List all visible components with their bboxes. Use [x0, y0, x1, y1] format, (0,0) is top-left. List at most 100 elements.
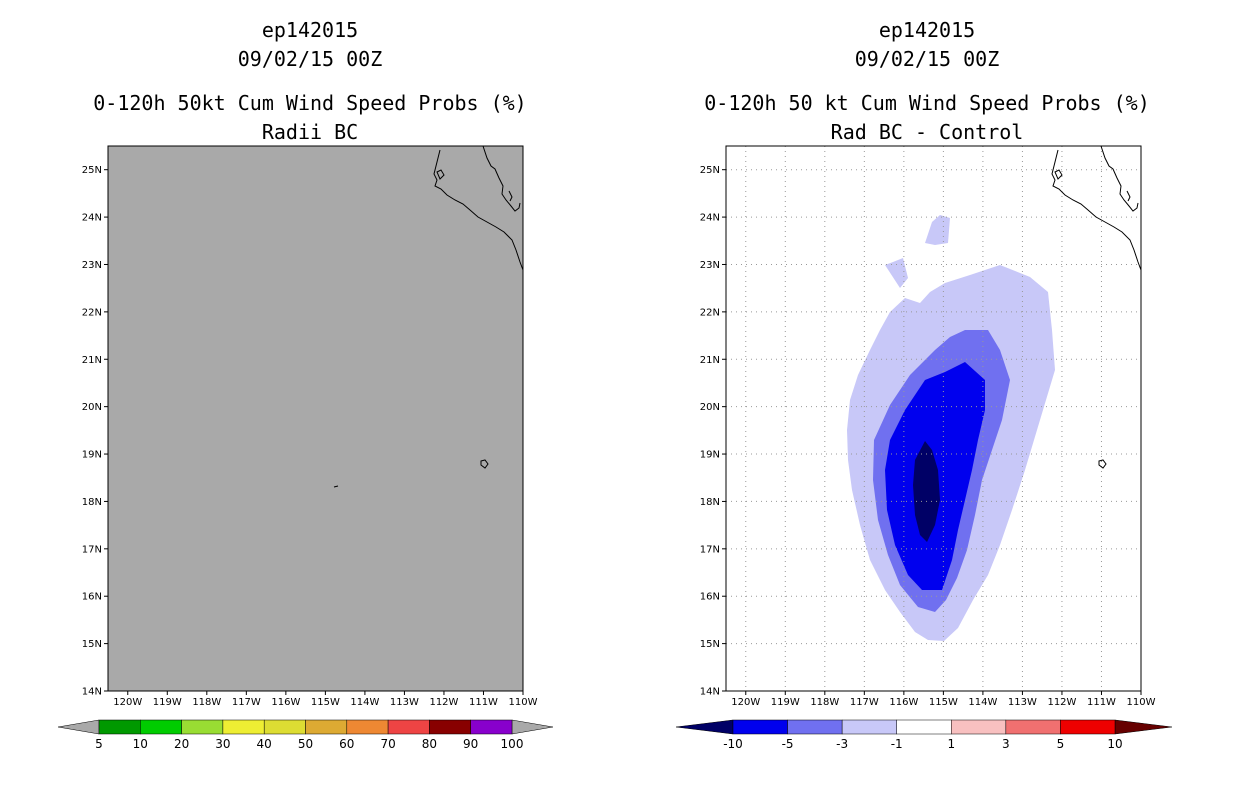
colorbar-label: 100 [501, 737, 524, 751]
right-lon-axis: 120W 119W 118W 117W 116W 115W 114W 113W 112W 111W… [731, 691, 1156, 708]
lat-tick-label: 16N [700, 592, 720, 603]
lat-tick-label: 17N [82, 544, 102, 555]
lon-tick-label: 115W [929, 697, 958, 708]
right-plot-frame [725, 145, 1142, 692]
lat-tick-label: 15N [700, 639, 720, 650]
left-subtitle: Radii BC [261, 120, 359, 144]
contour-level-2 [873, 330, 1010, 612]
left-coastline [333, 145, 524, 488]
lon-tick-label: 114W [968, 697, 997, 708]
colorbar-label: 5 [1057, 737, 1065, 751]
colorbar-swatch [951, 719, 1007, 735]
left-title: 0-120h 50kt Cum Wind Speed Probs (%) [93, 91, 527, 115]
lon-tick-label: 112W [429, 697, 458, 708]
colorbar-label: 50 [298, 737, 313, 751]
contour-level-1-island-b [885, 258, 908, 288]
lon-tick-label: 119W [153, 697, 182, 708]
colorbar-label: 80 [422, 737, 437, 751]
colorbar-swatch [1005, 719, 1061, 735]
left-storm-id: ep142015 [261, 18, 359, 42]
contour-level-1 [847, 265, 1055, 641]
colorbar-label: -3 [836, 737, 848, 751]
right-datetime: 09/02/15 00Z [854, 47, 1000, 71]
right-title: 0-120h 50 kt Cum Wind Speed Probs (%) [704, 91, 1150, 115]
colorbar-label: 60 [339, 737, 354, 751]
left-lat-axis: 14N 15N 16N 17N 18N 19N 20N 21N 22N 23N 24N 25N [82, 165, 108, 698]
colorbar-arrow-high [511, 719, 554, 735]
lon-tick-label: 115W [311, 697, 340, 708]
right-gridlines [726, 146, 1141, 691]
colorbar-label: 5 [95, 737, 103, 751]
right-contour-fields [847, 215, 1055, 641]
colorbar-swatch [387, 719, 430, 735]
lon-tick-label: 118W [810, 697, 839, 708]
colorbar-label: 3 [1002, 737, 1010, 751]
lat-tick-label: 18N [82, 497, 102, 508]
right-storm-id: ep142015 [878, 18, 976, 42]
lon-tick-label: 111W [1087, 697, 1116, 708]
lat-tick-label: 20N [700, 402, 720, 413]
colorbar-swatch [429, 719, 471, 735]
lon-tick-label: 120W [731, 697, 760, 708]
colorbar-label: -10 [723, 737, 743, 751]
lon-tick-label: 119W [771, 697, 800, 708]
left-datetime: 09/02/15 00Z [237, 47, 383, 71]
colorbar-swatch [98, 719, 141, 735]
left-lon-axis: 120W 119W 118W 117W 116W 115W 114W 113W 112W 111W… [113, 691, 538, 708]
lat-tick-label: 23N [82, 260, 102, 271]
colorbar-swatch [346, 719, 389, 735]
lat-tick-label: 23N [700, 260, 720, 271]
lat-tick-label: 22N [82, 307, 102, 318]
colorbar-label: 30 [215, 737, 230, 751]
lon-tick-label: 110W [1127, 697, 1156, 708]
lat-tick-label: 25N [700, 165, 720, 176]
lat-tick-label: 14N [82, 687, 102, 698]
colorbar-label: 90 [463, 737, 478, 751]
colorbar-label: 1 [947, 737, 955, 751]
lat-tick-label: 19N [700, 450, 720, 461]
colorbar-swatch [1060, 719, 1116, 735]
lat-tick-label: 19N [82, 450, 102, 461]
right-plot-area [725, 145, 1142, 692]
right-colorbar: -10 -5 -3 -1 1 3 5 10 [675, 719, 1173, 751]
lat-tick-label: 22N [700, 307, 720, 318]
colorbar-swatch [841, 719, 897, 735]
lon-tick-label: 110W [509, 697, 538, 708]
contour-level-4 [913, 441, 940, 542]
colorbar-label: 10 [1107, 737, 1122, 751]
lat-tick-label: 18N [700, 497, 720, 508]
colorbar-label: -5 [782, 737, 794, 751]
right-subtitle: Rad BC - Control [830, 120, 1024, 144]
lon-tick-label: 113W [390, 697, 419, 708]
colorbar-swatch [181, 719, 224, 735]
right-coastline [1051, 145, 1142, 469]
lat-tick-label: 21N [82, 355, 102, 366]
lon-tick-label: 116W [889, 697, 918, 708]
colorbar-swatch [222, 719, 265, 735]
colorbar-swatch [305, 719, 348, 735]
lon-tick-label: 114W [350, 697, 379, 708]
lat-tick-label: 16N [82, 592, 102, 603]
colorbar-swatch [470, 719, 513, 735]
lon-tick-label: 112W [1047, 697, 1076, 708]
lat-tick-label: 24N [82, 213, 102, 224]
lon-tick-label: 111W [469, 697, 498, 708]
colorbar-swatch [140, 719, 182, 735]
colorbar-label: 70 [380, 737, 395, 751]
lat-tick-label: 21N [700, 355, 720, 366]
colorbar-swatch [787, 719, 843, 735]
lon-tick-label: 117W [850, 697, 879, 708]
contour-level-3 [885, 362, 985, 590]
right-lat-axis: 14N 15N 16N 17N 18N 19N 20N 21N 22N 23N 24N 25N [700, 165, 726, 698]
lat-tick-label: 25N [82, 165, 102, 176]
lat-tick-label: 20N [82, 402, 102, 413]
contour-level-1-island-a [925, 215, 950, 245]
lon-tick-label: 113W [1008, 697, 1037, 708]
lon-tick-label: 117W [232, 697, 261, 708]
colorbar-label: 10 [133, 737, 148, 751]
left-plot-area [107, 145, 524, 692]
lat-tick-label: 15N [82, 639, 102, 650]
lon-tick-label: 120W [113, 697, 142, 708]
lon-tick-label: 116W [271, 697, 300, 708]
colorbar-arrow-low [675, 719, 734, 735]
